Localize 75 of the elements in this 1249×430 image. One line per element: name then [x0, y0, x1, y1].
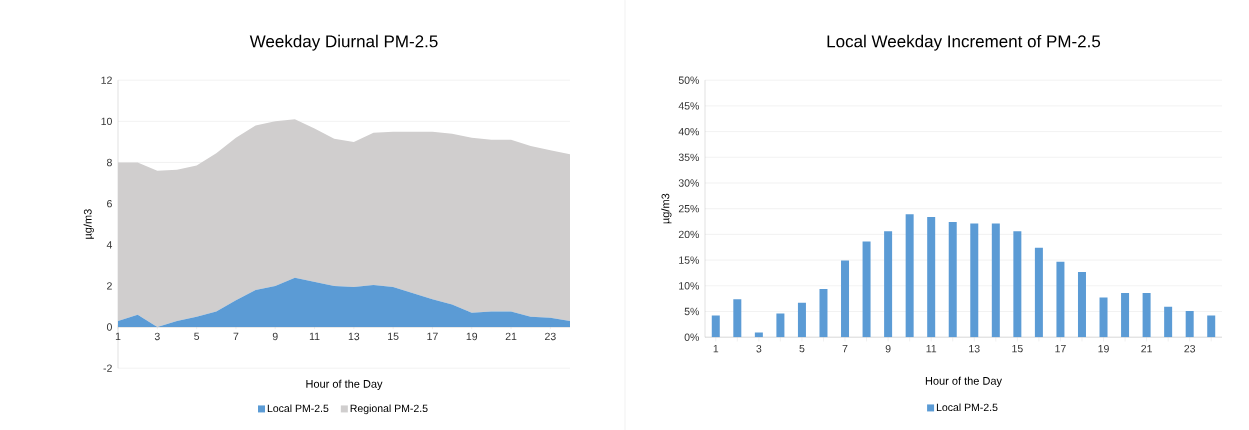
bar: [905, 214, 914, 337]
bar: [1207, 315, 1216, 337]
x-tick-label: 21: [1141, 344, 1152, 353]
y-tick-label: 10: [101, 117, 112, 125]
bar: [1034, 247, 1043, 337]
bar: [1142, 292, 1151, 337]
bar: [1121, 292, 1130, 337]
x-tick-label: 7: [233, 332, 239, 340]
bar: [862, 241, 871, 337]
x-tick-label: 7: [842, 344, 848, 352]
bar: [948, 221, 957, 337]
y-tick-label: 35%: [678, 153, 699, 161]
x-tick-label: 17: [427, 332, 438, 340]
bar: [970, 223, 979, 337]
bar: [797, 302, 806, 337]
bar: [927, 216, 936, 337]
x-tick-label: 5: [194, 332, 200, 340]
y-tick-label: 0%: [684, 333, 699, 341]
y-tick-label: 4: [106, 240, 113, 249]
x-tick-label: 9: [272, 332, 278, 340]
y-tick-label: 12: [101, 76, 112, 84]
x-tick-label: 9: [885, 344, 891, 353]
bar: [1056, 261, 1065, 337]
x-tick-label: 1: [713, 344, 719, 352]
bar: [1164, 306, 1173, 337]
x-tick-label: 1: [115, 332, 121, 340]
x-tick-label: 19: [1098, 344, 1109, 353]
x-tick-label: 19: [466, 332, 478, 340]
x-tick-label: 21: [505, 332, 517, 340]
bar: [1099, 297, 1108, 337]
y-tick-label: 30%: [678, 179, 699, 187]
y-tick-label: -2: [103, 364, 112, 372]
legend-label: Local PM-2.5: [267, 404, 329, 412]
bar: [776, 313, 785, 337]
bar: [884, 231, 893, 337]
chart-title: Weekday Diurnal PM-2.5: [249, 34, 438, 51]
x-tick-label: 13: [348, 332, 360, 340]
x-axis-title: Hour of the Day: [306, 379, 383, 390]
x-tick-label: 15: [1012, 344, 1023, 353]
y-tick-label: 45%: [678, 102, 699, 110]
y-tick-label: 8: [106, 158, 112, 167]
y-tick-label: 50%: [678, 76, 699, 84]
bar: [1185, 310, 1194, 337]
y-tick-label: 10%: [679, 281, 699, 290]
x-axis-title: Hour of the Day: [925, 376, 1002, 387]
y-tick-label: 25%: [678, 204, 699, 213]
bar: [1013, 231, 1022, 337]
x-tick-label: 13: [969, 344, 980, 353]
x-tick-label: 23: [1184, 344, 1196, 353]
y-tick-label: 2: [107, 282, 112, 290]
y-axis-title: µg/m3: [661, 193, 672, 224]
x-tick-label: 3: [154, 332, 160, 340]
x-tick-label: 11: [926, 344, 937, 352]
y-tick-label: 5%: [684, 307, 699, 316]
bar: [1077, 271, 1086, 337]
x-tick-label: 5: [799, 344, 805, 353]
y-tick-label: 0: [106, 323, 112, 331]
bar: [733, 298, 742, 337]
y-tick-label: 6: [107, 199, 112, 208]
y-axis-title: µg/m3: [83, 209, 94, 239]
bar: [841, 260, 850, 337]
x-tick-label: 17: [1055, 344, 1066, 352]
bar: [819, 288, 828, 337]
y-tick-label: 20%: [678, 230, 699, 238]
legend-label: Regional PM-2.5: [350, 404, 428, 414]
x-tick-label: 3: [756, 344, 762, 353]
bar: [991, 223, 1000, 337]
legend-label: Local PM-2.5: [936, 403, 998, 411]
y-tick-label: 15%: [679, 256, 699, 264]
chart-title: Local Weekday Increment of PM-2.5: [827, 34, 1101, 51]
x-tick-label: 15: [388, 332, 399, 340]
x-tick-label: 11: [309, 332, 320, 340]
bar: [711, 315, 720, 337]
x-tick-label: 23: [545, 332, 556, 340]
y-tick-label: 40%: [678, 127, 699, 136]
